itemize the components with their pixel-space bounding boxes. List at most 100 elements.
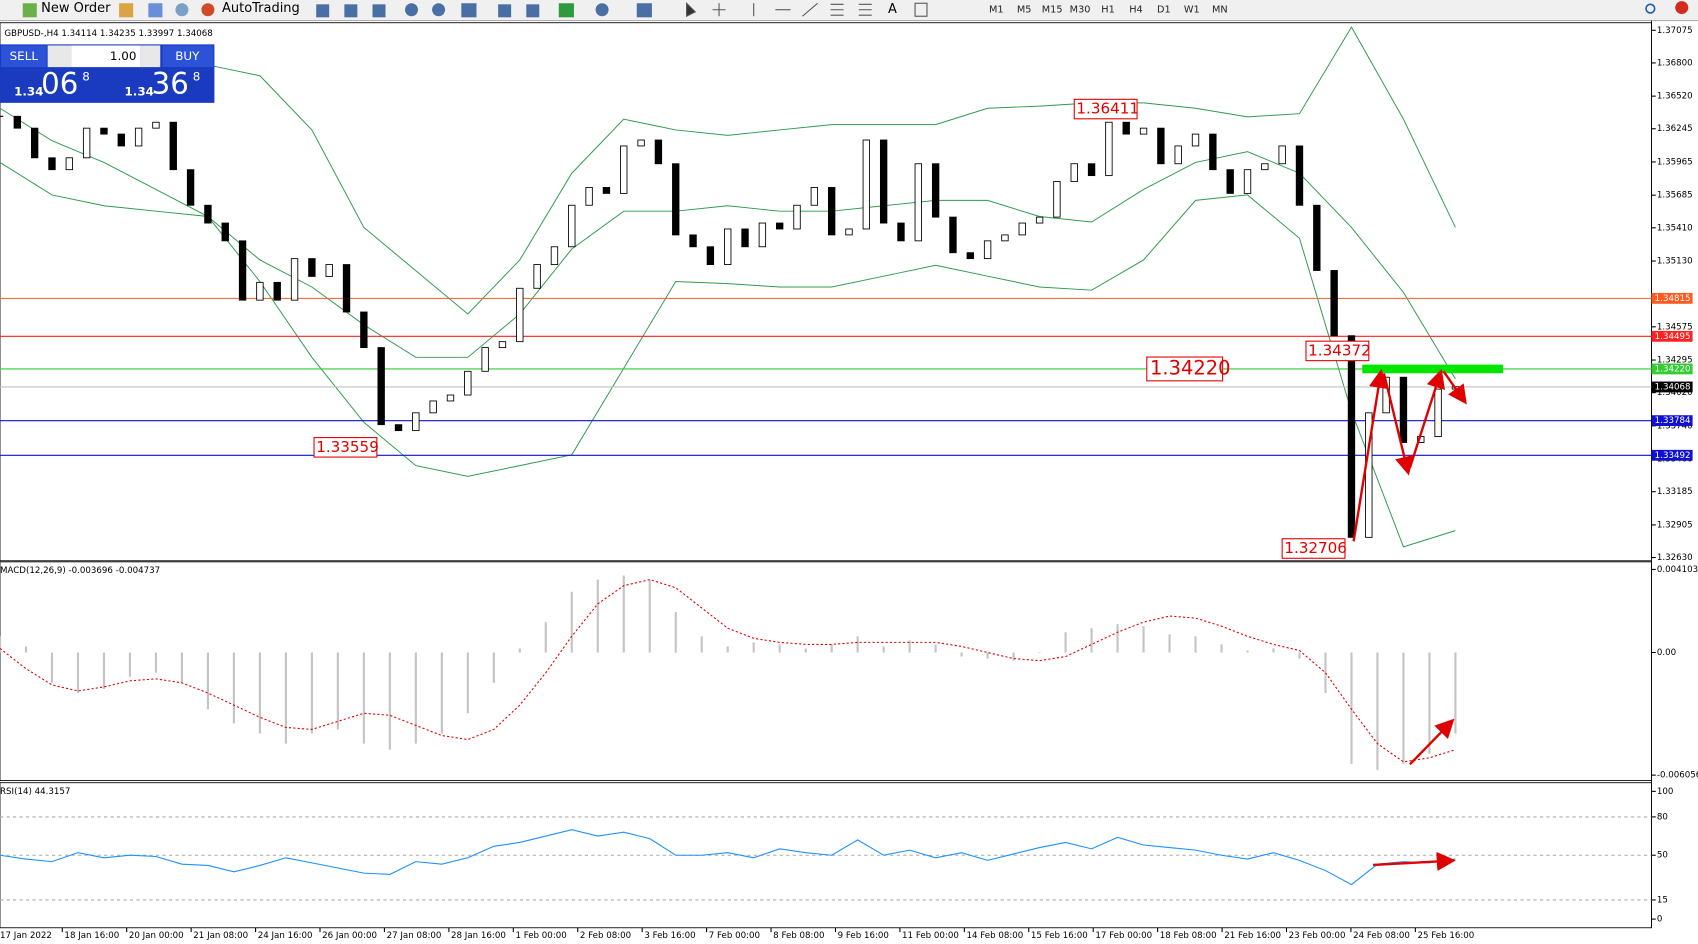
- candle: [273, 281, 281, 301]
- buy-label[interactable]: BUY: [175, 49, 200, 63]
- y-tick-label: 1.35130: [1657, 257, 1693, 267]
- sell-price-fraction[interactable]: 8: [82, 69, 90, 83]
- auto-trading-icon[interactable]: [201, 3, 215, 17]
- zoom-out[interactable]: [432, 3, 446, 17]
- toolbar-icon[interactable]: [498, 4, 512, 18]
- macd-pane: [0, 561, 1652, 781]
- candle: [706, 246, 715, 265]
- y-tick-label: 0: [1657, 915, 1663, 925]
- sell-price-prefix[interactable]: 1.34: [14, 85, 43, 99]
- candle: [550, 246, 559, 265]
- candle: [1209, 133, 1217, 171]
- drawn-arrows: [1352, 368, 1467, 871]
- toolbar-icon[interactable]: [175, 3, 189, 17]
- macd-bar: [1038, 652, 1041, 654]
- candle: [568, 204, 576, 248]
- toolbar-icon[interactable]: [526, 4, 540, 18]
- price-tag: [1651, 381, 1693, 393]
- axes: 1.37075 1.36800 1.36520 1.36245 1.35965 1.356…: [0, 26, 1698, 941]
- timeframe-button[interactable]: M30: [1070, 5, 1091, 16]
- lot-up[interactable]: [140, 45, 161, 68]
- indicators[interactable]: [558, 3, 574, 18]
- x-tick-label: 20 Jan 00:00: [129, 931, 184, 941]
- candle: [169, 121, 177, 171]
- toolbar-icon[interactable]: [344, 4, 358, 18]
- templates[interactable]: [636, 3, 652, 18]
- trendline-tool[interactable]: [802, 2, 818, 17]
- macd-bar: [700, 636, 703, 653]
- toolbar-icon[interactable]: [119, 3, 134, 18]
- lot-input[interactable]: [71, 45, 141, 68]
- label-tool[interactable]: [914, 2, 928, 17]
- timeframe-button[interactable]: W1: [1184, 5, 1200, 16]
- symbol-info: GBPUSD-,H4 1.34114 1.34235 1.33997 1.340…: [4, 29, 212, 39]
- x-tick-label: 24 Jan 16:00: [258, 931, 313, 941]
- macd-bar: [1454, 652, 1457, 734]
- search[interactable]: [1645, 3, 1656, 14]
- text-tool[interactable]: A: [888, 2, 897, 17]
- candle: [1018, 222, 1026, 236]
- candle: [342, 264, 351, 313]
- toolbar-icon[interactable]: [316, 4, 330, 18]
- candle: [931, 163, 940, 218]
- zoom-in[interactable]: [405, 3, 419, 17]
- periods[interactable]: [595, 3, 609, 17]
- timeframe-button[interactable]: M5: [1017, 5, 1032, 16]
- lot-down[interactable]: [47, 45, 72, 68]
- price-tag-label: 1.34068: [1655, 382, 1691, 392]
- tile-windows[interactable]: [461, 3, 477, 18]
- fibo-tool[interactable]: [858, 3, 872, 16]
- drawing-tools: [686, 1, 928, 18]
- toolbar-icon[interactable]: [148, 3, 163, 18]
- macd-bar: [596, 579, 599, 653]
- x-tick-label: 18 Feb 08:00: [1160, 931, 1217, 941]
- macd-bar: [960, 652, 963, 657]
- macd-bar: [310, 652, 313, 734]
- sell-button[interactable]: [1, 45, 47, 68]
- candle: [1105, 121, 1113, 177]
- buy-price-pips[interactable]: 36: [152, 67, 189, 101]
- cursor-tool[interactable]: [686, 1, 697, 18]
- auto-trading-button[interactable]: AutoTrading: [222, 1, 300, 16]
- timeframe-button[interactable]: H1: [1101, 5, 1115, 16]
- macd-bar: [1090, 628, 1093, 653]
- notification-badge[interactable]: [1675, 1, 1689, 15]
- macd-bar: [1272, 648, 1275, 653]
- zone-label-box: [1146, 356, 1224, 382]
- buy-button[interactable]: [162, 45, 214, 68]
- timeframe-button[interactable]: M1: [989, 5, 1004, 16]
- y-tick-label: 1.34295: [1657, 356, 1693, 366]
- candle: [30, 127, 39, 159]
- buy-price-prefix[interactable]: 1.34: [125, 85, 154, 99]
- macd-bar: [1168, 634, 1171, 653]
- x-tick-label: 21 Jan 08:00: [193, 931, 248, 941]
- candle: [897, 222, 905, 242]
- price-annotation: 1.32706: [1284, 539, 1347, 557]
- x-tick-label: 3 Feb 16:00: [644, 931, 695, 941]
- sell-label[interactable]: SELL: [10, 49, 39, 63]
- candle: [533, 264, 541, 289]
- crosshair-tool[interactable]: [712, 3, 726, 17]
- timeframe-button[interactable]: M15: [1042, 5, 1063, 16]
- timeframe-button[interactable]: MN: [1212, 5, 1228, 16]
- y-tick-label: 0.00: [1657, 648, 1676, 658]
- sell-price-pips[interactable]: 06: [41, 67, 78, 101]
- buy-price-fraction[interactable]: 8: [193, 69, 201, 83]
- timeframe-button[interactable]: D1: [1157, 5, 1171, 16]
- candle: [1330, 270, 1338, 337]
- candle: [1278, 145, 1286, 165]
- toolbar-icon[interactable]: [372, 4, 386, 18]
- macd-bar: [1064, 632, 1067, 653]
- candle: [256, 281, 264, 301]
- new-order-icon[interactable]: [22, 3, 37, 18]
- arrow: [1352, 368, 1388, 542]
- timeframe-button[interactable]: H4: [1129, 5, 1143, 16]
- channel-tool[interactable]: [830, 3, 844, 16]
- macd-bar: [1298, 652, 1301, 659]
- new-order-button[interactable]: New Order: [41, 1, 111, 16]
- y-tick-label: 80: [1657, 812, 1668, 822]
- lot-value[interactable]: 1.00: [110, 49, 137, 63]
- price-annotation-box: [1305, 340, 1370, 362]
- macd-bar: [1012, 652, 1015, 661]
- x-tick-label: 2 Feb 08:00: [580, 931, 631, 941]
